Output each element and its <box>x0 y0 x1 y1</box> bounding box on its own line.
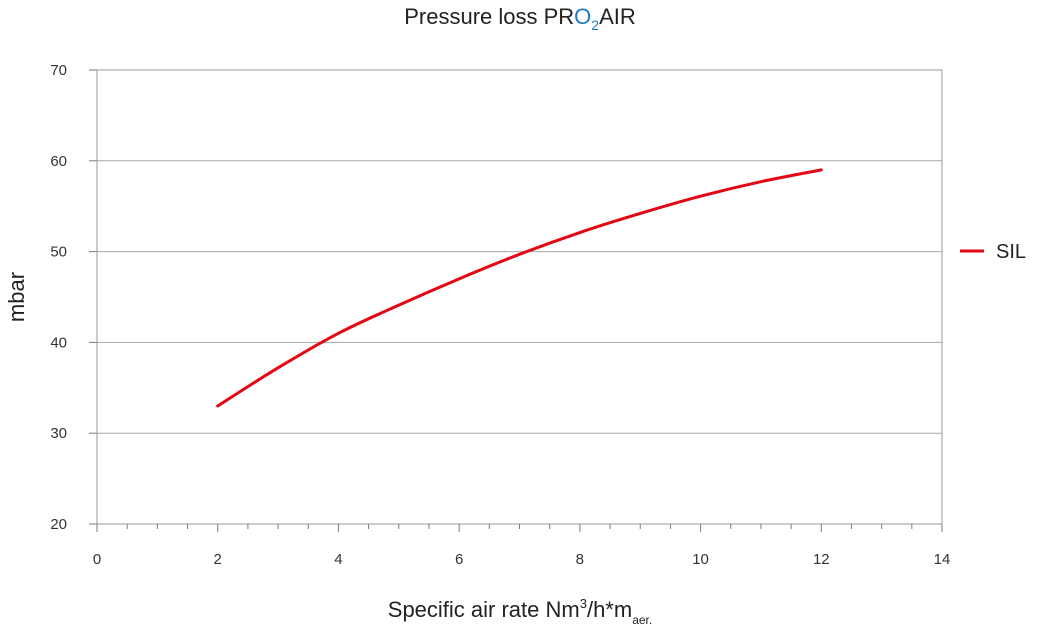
y-tick-label-60: 60 <box>50 153 67 170</box>
x-tick-label-12: 12 <box>813 551 830 568</box>
series-lines <box>216 168 823 408</box>
chart-title-brand-air: AIR <box>599 4 636 29</box>
x-tick-label-14: 14 <box>934 551 951 568</box>
chart-title: Pressure loss PRO2AIR <box>404 4 636 33</box>
chart-title-prefix: Pressure loss <box>404 4 543 29</box>
chart-title-brand-subscript: 2 <box>591 17 599 33</box>
y-tick-label-50: 50 <box>50 244 67 261</box>
x-tick-label-6: 6 <box>455 551 463 568</box>
y-axis-label: mbar <box>4 272 29 322</box>
x-axis-label-mid: /h*m <box>587 597 632 622</box>
legend-label-sil: SIL <box>996 241 1026 263</box>
series-line-sil <box>216 168 823 408</box>
y-tick-label-30: 30 <box>50 425 67 442</box>
legend: SIL <box>960 241 1026 263</box>
plot-frame <box>96 69 943 525</box>
x-tick-label-4: 4 <box>334 551 342 568</box>
x-tick-labels: 0 2 4 6 8 10 12 14 <box>93 551 951 568</box>
x-axis-label-superscript: 3 <box>580 596 587 611</box>
chart-title-brand-pr: PR <box>544 4 575 29</box>
x-tick-label-8: 8 <box>576 551 584 568</box>
x-tick-label-10: 10 <box>692 551 709 568</box>
gridlines <box>89 69 942 525</box>
x-tick-label-0: 0 <box>93 551 101 568</box>
y-tick-label-20: 20 <box>50 516 67 533</box>
y-tick-labels: 20 30 40 50 60 70 <box>50 62 67 533</box>
y-tick-label-70: 70 <box>50 62 67 79</box>
x-axis-label-main: Specific air rate Nm <box>388 597 580 622</box>
x-axis-label: Specific air rate Nm3/h*maer. <box>388 596 652 627</box>
x-axis-label-subscript: aer. <box>632 613 652 627</box>
x-minor-ticks <box>96 524 943 532</box>
x-tick-label-2: 2 <box>214 551 222 568</box>
y-tick-label-40: 40 <box>50 334 67 351</box>
chart-title-brand-o: O <box>574 4 591 29</box>
